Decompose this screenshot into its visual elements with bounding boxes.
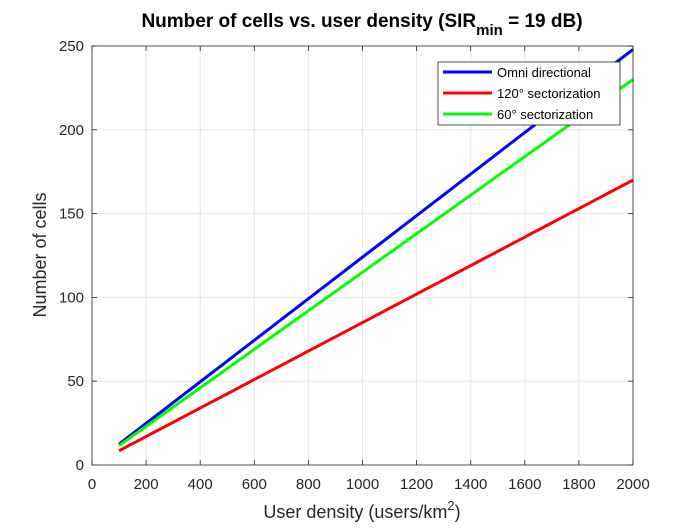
x-tick-label: 2000 bbox=[616, 476, 649, 493]
x-tick-label: 0 bbox=[88, 476, 96, 493]
y-tick-label: 200 bbox=[59, 122, 84, 139]
x-tick-label: 1800 bbox=[562, 476, 595, 493]
grid bbox=[92, 46, 633, 465]
x-tick-label: 600 bbox=[242, 476, 267, 493]
y-tick-label: 0 bbox=[76, 457, 84, 474]
series-line-120-sectorization bbox=[118, 178, 634, 453]
x-tick-label: 1400 bbox=[454, 476, 487, 493]
x-axis-label-main: User density (users/km bbox=[263, 502, 447, 522]
x-axis-label-suffix: ) bbox=[455, 502, 461, 522]
x-tick-label: 800 bbox=[296, 476, 321, 493]
x-tick-label: 400 bbox=[188, 476, 213, 493]
legend-label-60-sectorization: 60° sectorization bbox=[497, 107, 593, 122]
y-axis-label: Number of cells bbox=[30, 192, 50, 317]
y-tick-label: 250 bbox=[59, 38, 84, 55]
chart-title: Number of cells vs. user density (SIRmin… bbox=[141, 11, 582, 39]
y-tick-label: 100 bbox=[59, 289, 84, 306]
y-tick-label: 150 bbox=[59, 206, 84, 223]
y-tick-label: 50 bbox=[67, 373, 84, 390]
legend: Omni directional 120° sectorization 60° … bbox=[437, 61, 621, 126]
legend-label-120-sectorization: 120° sectorization bbox=[497, 86, 600, 101]
x-tick-label: 200 bbox=[134, 476, 159, 493]
x-tick-label: 1600 bbox=[508, 476, 541, 493]
chart-title-subscript: min bbox=[476, 22, 503, 39]
chart-title-main: Number of cells vs. user density (SIR bbox=[141, 11, 476, 32]
x-axis-label: User density (users/km2) bbox=[263, 498, 460, 522]
legend-label-omni: Omni directional bbox=[497, 65, 591, 80]
chart-title-suffix: = 19 dB) bbox=[503, 11, 583, 32]
series-line-60-sectorization bbox=[118, 78, 634, 447]
ticks: 0 200 400 600 800 1000 1200 1400 1600 1800 2000 0 50… bbox=[59, 38, 650, 493]
x-tick-label: 1000 bbox=[346, 476, 379, 493]
x-axis-label-superscript: 2 bbox=[447, 498, 454, 513]
x-tick-label: 1200 bbox=[400, 476, 433, 493]
